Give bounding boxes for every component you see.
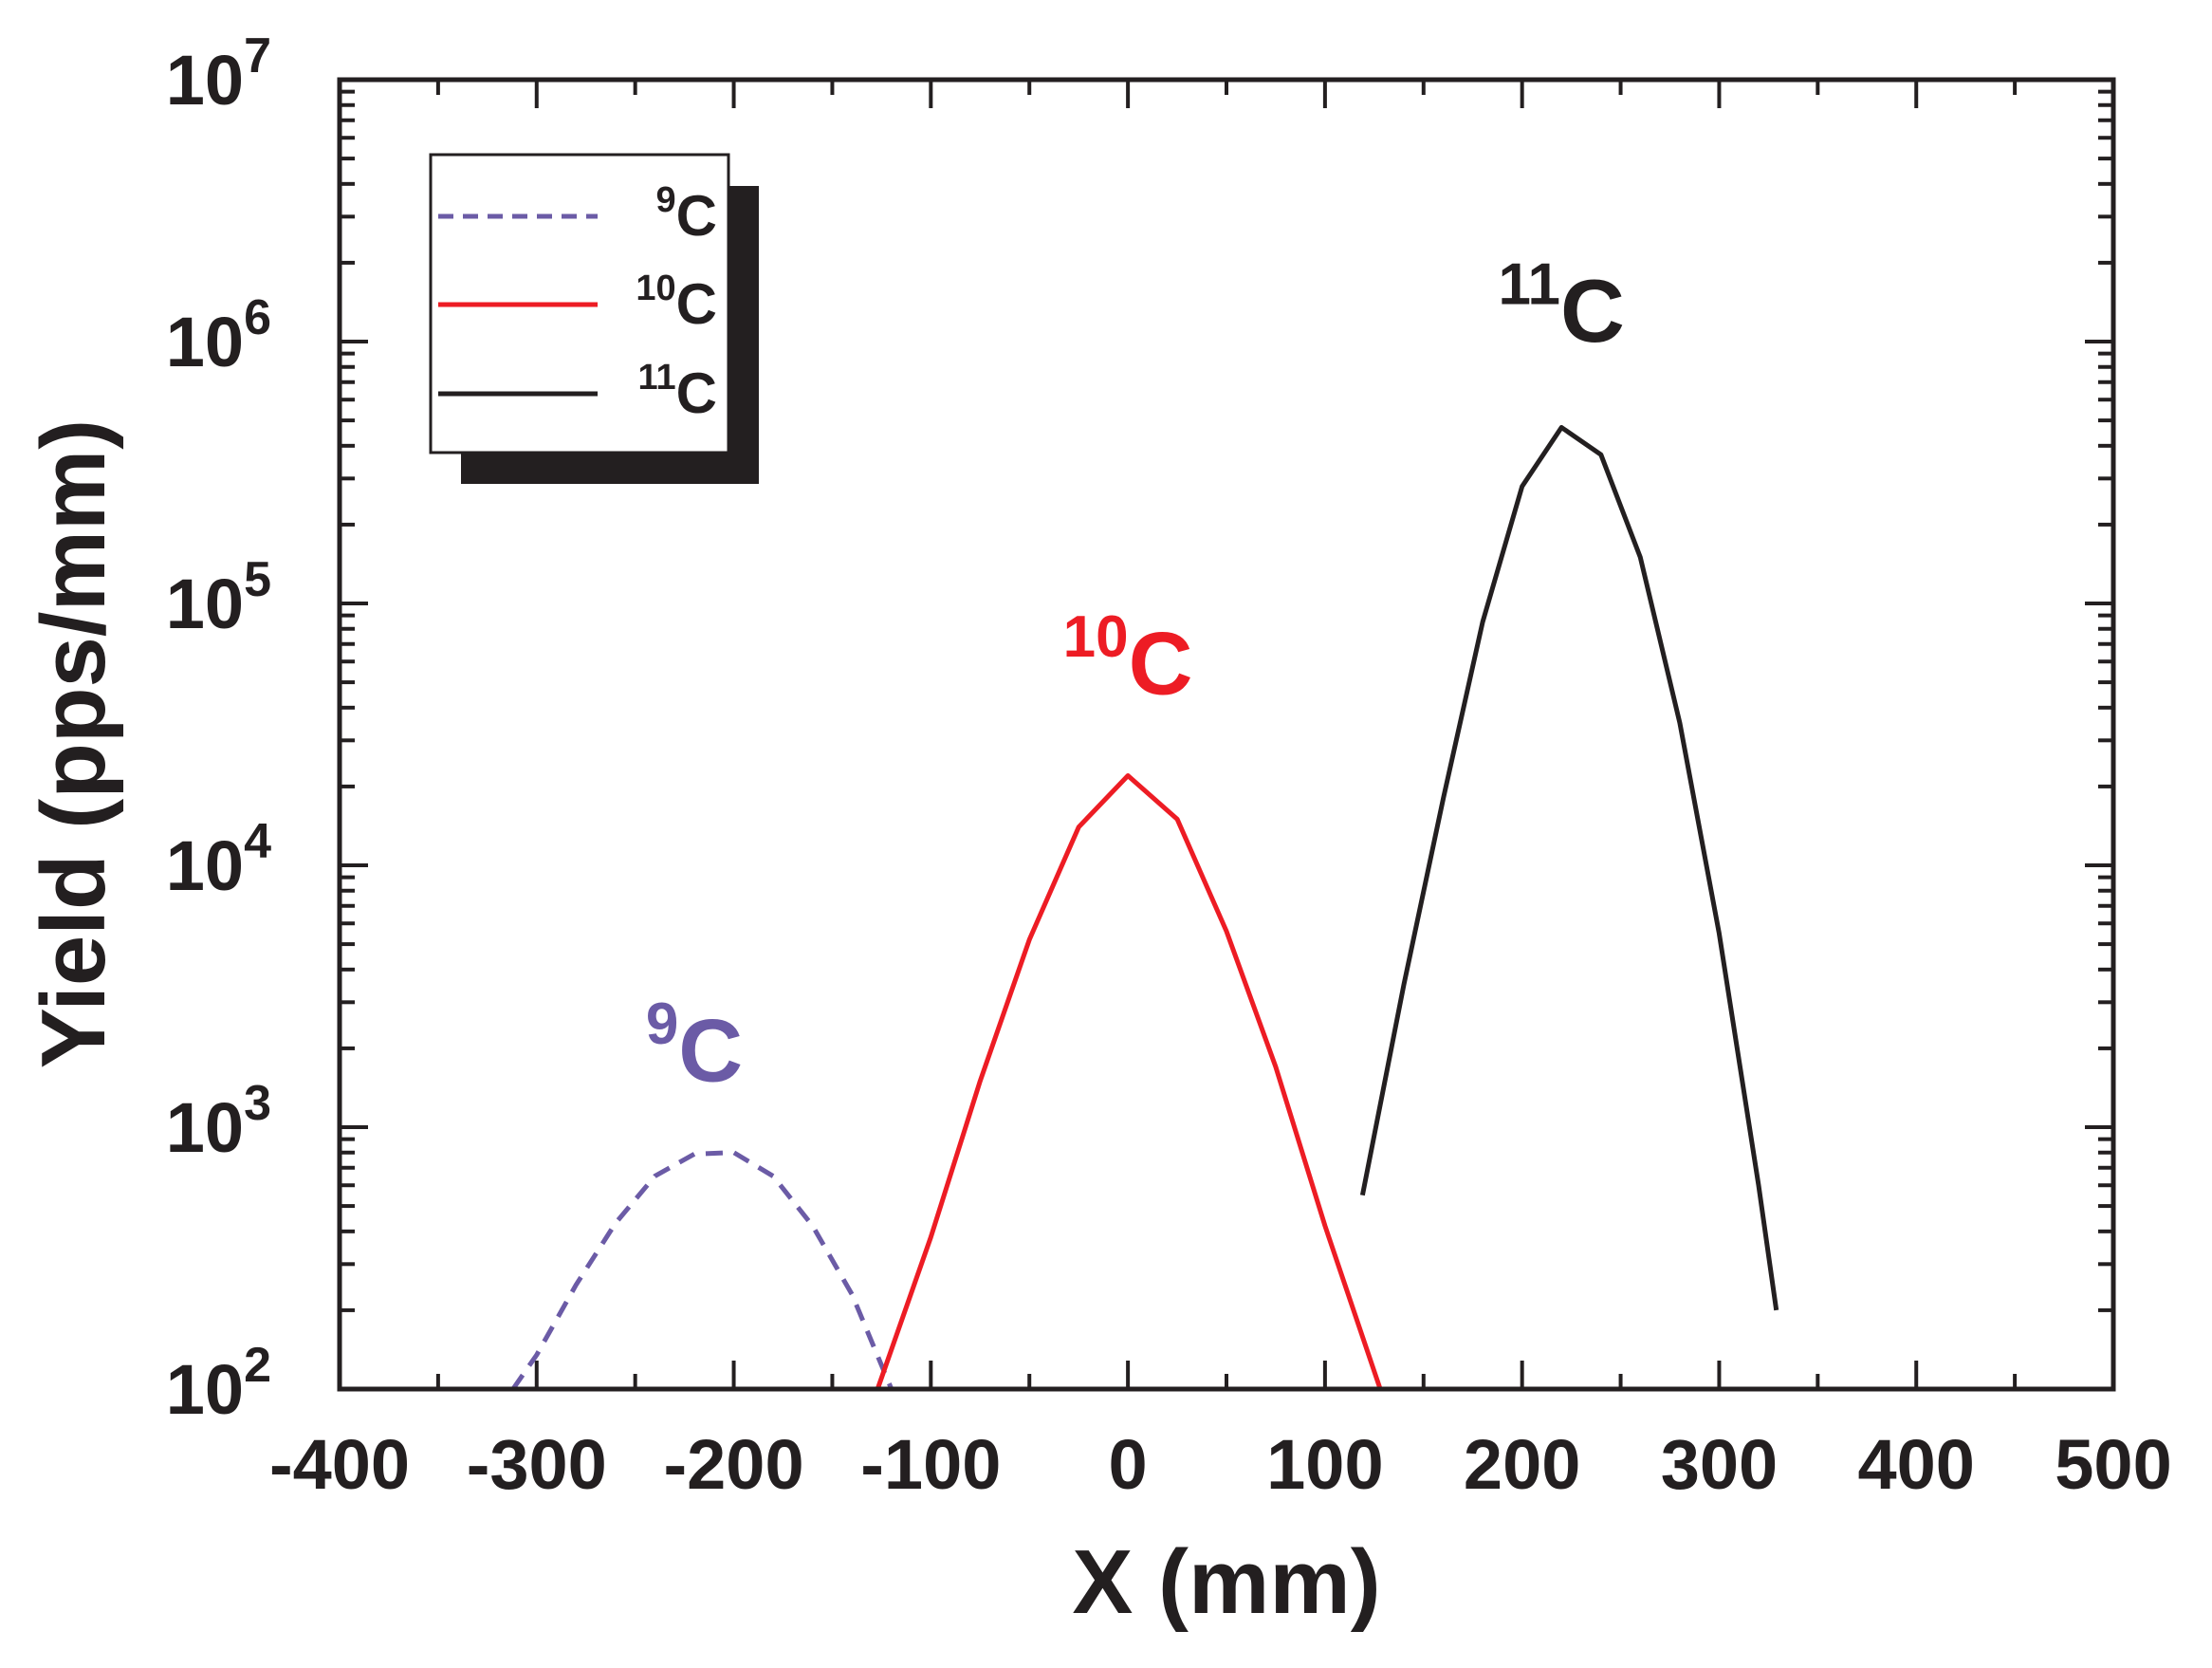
x-tick-label: 400 xyxy=(1857,1425,1974,1504)
legend-label-11C: 11C xyxy=(637,358,717,425)
legend-label-9C-element: C xyxy=(676,184,717,248)
y-tick-exponent: 2 xyxy=(244,1338,271,1393)
legend-label-10C-element: C xyxy=(676,272,717,336)
x-tick-label: 100 xyxy=(1266,1425,1383,1504)
y-tick-exponent: 7 xyxy=(244,28,271,83)
legend-label-10C-mass: 10 xyxy=(636,269,675,308)
annotation-10C-mass: 10 xyxy=(1063,604,1129,670)
y-tick-base: 10 xyxy=(166,303,244,381)
y-tick-base: 10 xyxy=(166,1350,244,1429)
y-tick-exponent: 5 xyxy=(244,552,271,607)
legend-label-9C: 9C xyxy=(656,180,717,248)
series-line-9C xyxy=(510,1150,894,1391)
x-tick-label: 0 xyxy=(1109,1425,1148,1504)
x-tick-label: 300 xyxy=(1661,1425,1778,1504)
y-tick-base: 10 xyxy=(166,565,244,643)
y-tick-label: 102 xyxy=(166,1338,271,1429)
y-tick-label: 103 xyxy=(166,1076,271,1167)
y-tick-base: 10 xyxy=(166,826,244,905)
x-tick-label: -100 xyxy=(860,1425,1001,1504)
annotation-9C-mass: 9 xyxy=(646,992,678,1057)
y-tick-label: 107 xyxy=(166,28,271,120)
y-tick-base: 10 xyxy=(166,41,244,120)
annotation-9C: 9C xyxy=(646,992,743,1100)
legend-label-10C: 10C xyxy=(636,269,717,336)
y-tick-exponent: 6 xyxy=(244,290,271,345)
legend-label-11C-element: C xyxy=(676,361,717,425)
y-tick-label: 105 xyxy=(166,552,271,643)
annotation-10C: 10C xyxy=(1063,604,1193,713)
series-line-11C xyxy=(1359,425,1779,1311)
x-tick-label: 200 xyxy=(1464,1425,1580,1504)
y-tick-exponent: 4 xyxy=(244,814,271,869)
plot-area xyxy=(510,425,1779,1391)
x-tick-label: -300 xyxy=(467,1425,607,1504)
plot-frame xyxy=(337,77,2116,1392)
legend-label-9C-mass: 9 xyxy=(656,180,676,220)
x-tick-label: -400 xyxy=(269,1425,410,1504)
annotation-9C-element: C xyxy=(678,1000,743,1100)
y-tick-label: 104 xyxy=(166,814,271,905)
annotation-11C-element: C xyxy=(1560,261,1625,361)
legend-label-11C-mass: 11 xyxy=(637,358,675,398)
y-tick-label: 106 xyxy=(166,290,271,381)
annotation-11C-mass: 11 xyxy=(1499,252,1561,318)
series-line-10C xyxy=(875,773,1383,1390)
annotation-11C: 11C xyxy=(1499,252,1625,361)
x-axis-title: X (mm) xyxy=(1072,1531,1380,1633)
x-tick-label: -200 xyxy=(664,1425,804,1504)
y-axis-title: Yield (pps/mm) xyxy=(23,419,124,1069)
x-tick-label: 500 xyxy=(2055,1425,2171,1504)
y-tick-base: 10 xyxy=(166,1088,244,1167)
annotation-10C-element: C xyxy=(1129,614,1193,714)
y-tick-exponent: 3 xyxy=(244,1076,271,1131)
x-axis-tick-labels: -400 -300 -200 -100 0 100 200 300 400 500 xyxy=(269,1425,2172,1504)
